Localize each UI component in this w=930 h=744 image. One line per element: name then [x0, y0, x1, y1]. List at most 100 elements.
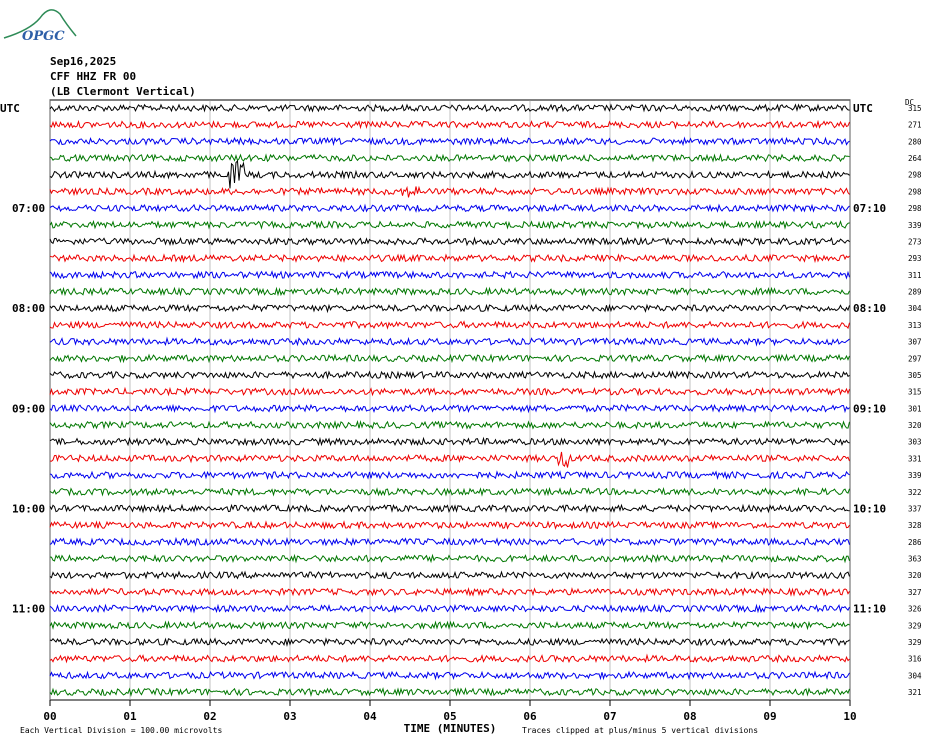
trace: [49, 136, 850, 147]
dc-value: 328: [908, 521, 922, 530]
dc-label: DC: [905, 98, 914, 107]
trace: [49, 670, 850, 681]
dc-value: 271: [908, 121, 922, 130]
trace: [49, 419, 850, 430]
dc-value: 298: [908, 171, 922, 180]
dc-value: 264: [908, 154, 922, 163]
dc-value: 273: [908, 237, 922, 246]
dc-value: 337: [908, 504, 922, 513]
dc-value: 303: [908, 438, 922, 447]
trace: [49, 103, 850, 113]
left-label: 11:00: [12, 603, 45, 616]
left-label: 08:00: [12, 302, 45, 315]
trace: [49, 436, 850, 447]
x-tick-label: 09: [763, 710, 776, 723]
trace: [49, 403, 850, 414]
left-label: 07:00: [12, 202, 45, 215]
trace: [49, 303, 850, 314]
trace: [49, 219, 850, 230]
trace: [49, 286, 850, 297]
trace: [49, 470, 850, 481]
dc-value: 315: [908, 104, 922, 113]
x-tick-label: 06: [523, 710, 537, 723]
left-label: 10:00: [12, 502, 45, 515]
trace: [49, 520, 850, 531]
trace: [49, 185, 850, 198]
trace: [49, 353, 850, 364]
trace: [49, 451, 850, 468]
clip-note: Traces clipped at plus/minus 5 vertical …: [522, 726, 758, 735]
trace: [49, 503, 850, 514]
trace: [49, 160, 850, 189]
right-label: UTC: [853, 102, 873, 115]
x-tick-label: 02: [203, 710, 216, 723]
logo-text: OPGC: [22, 29, 65, 44]
right-label: 07:10: [853, 202, 886, 215]
trace: [49, 570, 850, 580]
dc-value: 298: [908, 204, 922, 213]
dc-value: 320: [908, 421, 922, 430]
right-label: 11:10: [853, 603, 886, 616]
location: (LB Clermont Vertical): [50, 85, 196, 98]
trace: [49, 203, 850, 213]
dc-value: 315: [908, 388, 922, 397]
trace: [49, 637, 850, 647]
dc-value: 329: [908, 638, 922, 647]
left-label: UTC: [0, 102, 20, 115]
trace: [49, 687, 850, 697]
dc-value: 320: [908, 571, 922, 580]
date: Sep16,2025: [50, 55, 116, 68]
dc-value: 321: [908, 688, 922, 697]
x-tick-label: 04: [363, 710, 377, 723]
right-label: 08:10: [853, 302, 886, 315]
trace: [49, 553, 850, 564]
dc-value: 313: [908, 321, 922, 330]
dc-value: 327: [908, 588, 922, 597]
dc-value: 316: [908, 655, 922, 664]
left-label: 09:00: [12, 402, 45, 415]
dc-value: 339: [908, 471, 922, 480]
trace: [49, 386, 850, 397]
x-tick-label: 10: [843, 710, 856, 723]
dc-value: 329: [908, 621, 922, 630]
right-label: 09:10: [853, 402, 886, 415]
dc-value: 339: [908, 221, 922, 230]
trace: [49, 653, 850, 664]
trace: [49, 486, 850, 497]
trace: [49, 586, 850, 597]
dc-value: 304: [908, 304, 922, 313]
x-tick-label: 07: [603, 710, 616, 723]
right-label: 10:10: [853, 502, 886, 515]
dc-value: 289: [908, 288, 922, 297]
x-axis-label: TIME (MINUTES): [404, 722, 497, 735]
dc-value: 301: [908, 404, 922, 413]
trace: [49, 536, 850, 547]
dc-value: 293: [908, 254, 922, 263]
logo: OPGC: [3, 9, 77, 44]
scale-note: Each Vertical Division = 100.00 microvol…: [20, 726, 222, 735]
dc-value: 307: [908, 338, 922, 347]
x-tick-label: 00: [43, 710, 56, 723]
trace: [49, 320, 850, 330]
trace: [49, 603, 850, 614]
dc-value: 363: [908, 555, 922, 564]
x-tick-label: 01: [123, 710, 137, 723]
trace: [49, 119, 850, 130]
trace: [49, 620, 850, 631]
dc-value: 322: [908, 488, 922, 497]
dc-value: 311: [908, 271, 922, 280]
trace: [49, 370, 850, 380]
dc-value: 280: [908, 137, 922, 146]
x-tick-label: 03: [283, 710, 296, 723]
station: CFF HHZ FR 00: [50, 70, 136, 83]
dc-value: 304: [908, 671, 922, 680]
trace: [49, 153, 850, 163]
trace: [49, 253, 850, 264]
dc-value: 286: [908, 538, 922, 547]
trace: [49, 236, 850, 247]
dc-value: 326: [908, 605, 922, 614]
dc-value: 305: [908, 371, 922, 380]
dc-value: 297: [908, 354, 922, 363]
x-tick-label: 05: [443, 710, 456, 723]
